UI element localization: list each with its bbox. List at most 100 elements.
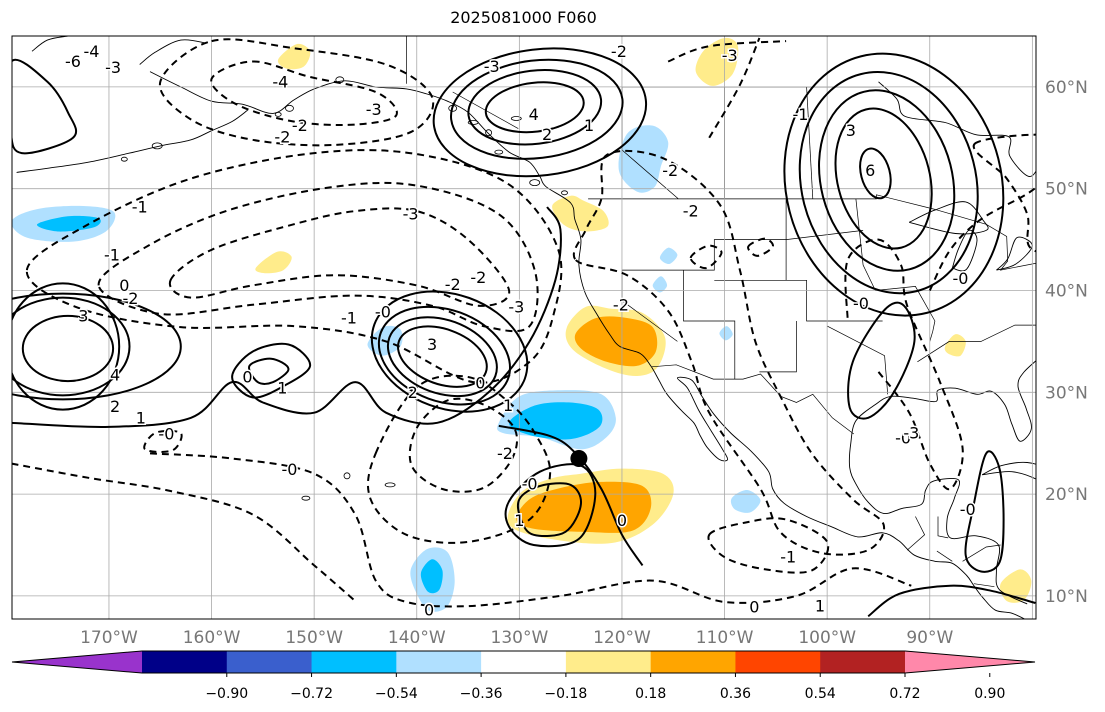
- contour-label: 3: [78, 306, 88, 325]
- fill-blue-south: [420, 559, 443, 594]
- fill-yellow-alaska: [277, 43, 311, 70]
- contour-label: -3: [484, 57, 500, 76]
- contour-label: -0: [853, 294, 869, 313]
- contour-low-west-pacific: [143, 429, 183, 453]
- latitude-tick-label: 60°N: [1045, 78, 1088, 98]
- contour-label: -0: [960, 500, 976, 519]
- contour-low-sw-us: [747, 237, 774, 257]
- contour-label: 1: [136, 408, 146, 427]
- contour-label: -2: [470, 268, 486, 287]
- contour-high-central-canada: [783, 52, 1005, 317]
- political-border: [937, 516, 949, 539]
- contour-high-gulf-of-alaska: [432, 47, 648, 178]
- contour-zero-line-central: [12, 206, 562, 429]
- colorbar-tick-label: 0.18: [635, 686, 666, 702]
- fill-orange-california: [574, 316, 658, 367]
- contour-label: -0: [158, 425, 174, 444]
- contour-label: -0: [953, 269, 969, 288]
- island: [561, 190, 568, 196]
- contour-low-east: [928, 186, 1036, 291]
- contour-label: -2: [274, 127, 290, 146]
- political-border: [936, 550, 953, 562]
- island: [343, 472, 351, 480]
- contour-label: -2: [123, 289, 139, 308]
- fill-blue-mexico: [730, 489, 761, 513]
- colorbar-segment: [735, 651, 821, 673]
- fill-blue-pacific-west: [36, 215, 101, 232]
- contour-pacific-small-high: [231, 342, 312, 399]
- political-border: [588, 194, 1036, 271]
- contour-label: -3: [403, 205, 419, 224]
- contour-label: -0: [522, 474, 538, 493]
- contour-low-gulf: [844, 238, 964, 491]
- political-border: [759, 321, 797, 373]
- coastline-cuba: [981, 461, 1036, 480]
- contour-label-layer: -342 1-2 -3-3-2-2-4-3-332 0-2 -2-0-1-21-01 00…: [64, 40, 1102, 619]
- colorbar-outline: [11, 650, 1036, 674]
- colorbar-segment: [481, 651, 567, 673]
- political-border: [962, 544, 1001, 562]
- island: [120, 156, 128, 162]
- longitude-tick-label: 170°W: [80, 628, 138, 648]
- colorbar-tick-label: −0.54: [375, 686, 418, 702]
- colorbar: −0.90 −0.72 −0.54 −0.36 −0.18 0.18 0.36 0.54 0.7…: [11, 650, 1036, 702]
- latitude-tick-label: 30°N: [1045, 383, 1088, 403]
- longitude-tick-label: 140°W: [388, 628, 446, 648]
- contour-label: -3: [366, 100, 382, 119]
- colorbar-segment: [650, 651, 736, 673]
- contour-high-central-canada: [859, 147, 892, 200]
- contour-label: 1: [1092, 148, 1102, 167]
- latitude-tick-label: 20°N: [1045, 485, 1088, 505]
- colorbar-tick-label: 0.36: [720, 686, 751, 702]
- contour-high-pacific-west: [12, 282, 121, 411]
- contour-high-pacific-central: [386, 316, 498, 398]
- contour-line-layer: [12, 37, 1036, 618]
- longitude-tick-label: 160°W: [183, 628, 241, 648]
- longitude-axis: 170°W 160°W 150°W 140°W 130°W 120°W 110°W 100°W…: [80, 628, 953, 648]
- contour-label: -3: [508, 297, 524, 316]
- contour-label: 0: [617, 511, 627, 530]
- longitude-tick-label: 90°W: [906, 628, 953, 648]
- contour-label: -0: [282, 460, 298, 479]
- contour-label: -2: [445, 275, 461, 294]
- contour-low-baja-west: [366, 374, 552, 544]
- island: [494, 149, 504, 155]
- coastline-bering: [139, 39, 207, 65]
- contour-label: -4: [84, 42, 100, 61]
- fill-blue-us-small: [719, 326, 733, 341]
- contour-low-sw-us: [689, 244, 723, 270]
- latitude-axis: 60°N 50°N 40°N 30°N 20°N 10°N: [1045, 78, 1088, 607]
- political-border: [651, 364, 855, 435]
- colorbar-tick-label: −0.36: [460, 686, 503, 702]
- map-title: 2025081000 F060: [450, 8, 597, 27]
- contour-high-central-canada: [798, 71, 979, 295]
- map-frame: [11, 35, 1037, 620]
- contour-label: 3: [427, 335, 437, 354]
- contour-low-south-pacific: [149, 452, 912, 608]
- fill-yellow-pacific-small: [255, 251, 292, 274]
- contour-us-southeast-high: [847, 301, 916, 420]
- contour-label: 3: [846, 121, 856, 140]
- contour-low-mexico: [572, 149, 886, 556]
- contour-label: 4: [110, 366, 120, 385]
- anomaly-fill-layer: [12, 37, 1032, 612]
- contour-high-western-edge: [12, 58, 78, 155]
- marker-layer: [570, 450, 588, 467]
- contour-low-south-pacific-2: [12, 462, 356, 602]
- contour-label: 1: [514, 511, 524, 530]
- contour-high-baja-low: [504, 463, 597, 548]
- contour-high-pacific-central: [370, 290, 529, 413]
- contour-label: 1: [815, 597, 825, 616]
- contour-label: -0: [895, 429, 911, 448]
- coastline-great-lakes: [909, 201, 989, 235]
- fill-yellow-vancouver: [552, 195, 609, 232]
- contour-label: -4: [272, 72, 288, 91]
- coastline-hudson-bay: [878, 81, 1036, 177]
- contour-high-gulf-of-alaska: [467, 69, 603, 146]
- contour-label: 2: [542, 125, 552, 144]
- contour-label: 0: [119, 276, 129, 295]
- fill-blue-us-small: [659, 247, 678, 265]
- island: [485, 129, 493, 137]
- political-border: [683, 270, 736, 380]
